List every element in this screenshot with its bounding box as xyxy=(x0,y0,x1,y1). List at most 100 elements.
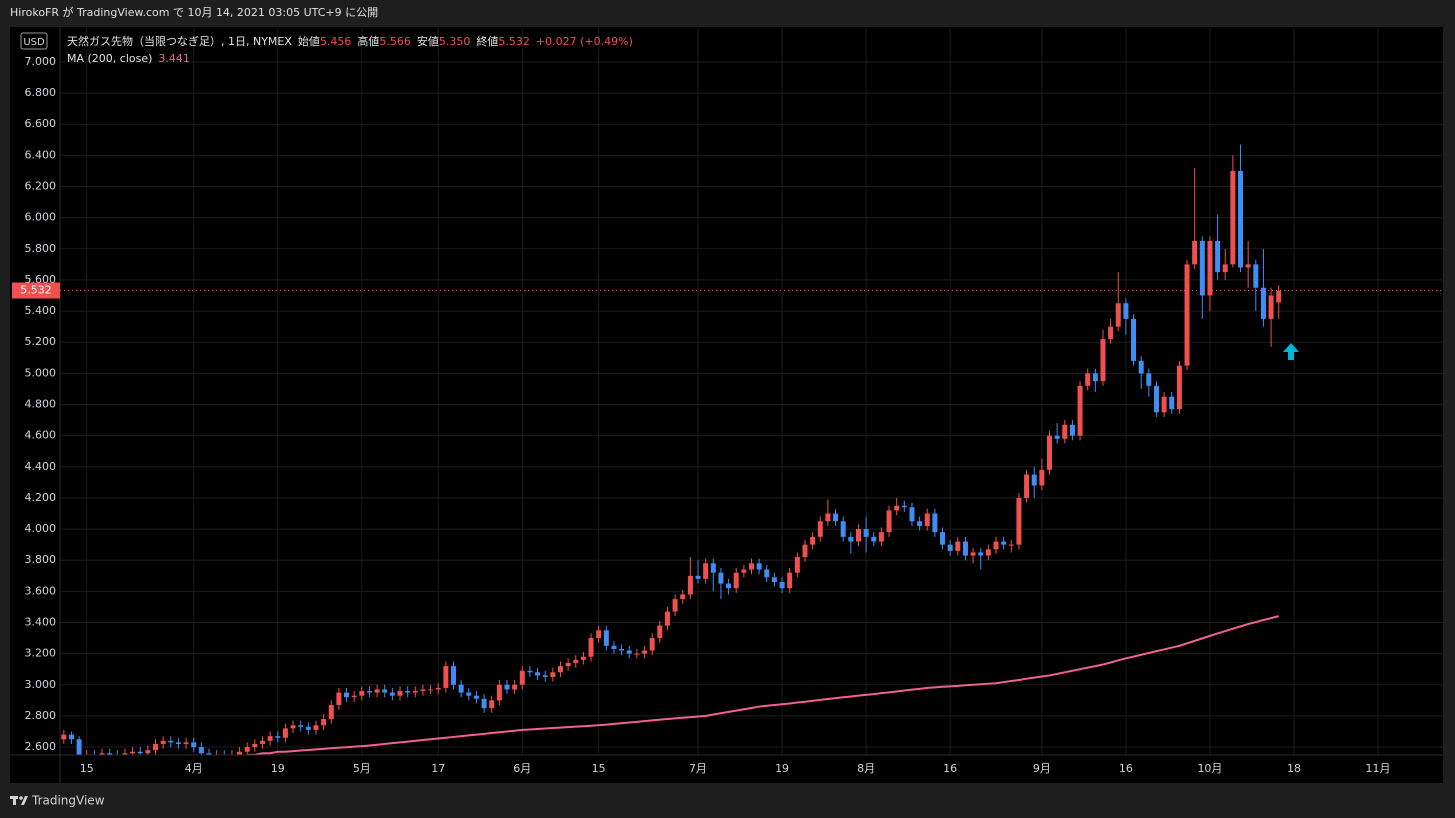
candle-body xyxy=(1024,474,1030,498)
candle-body xyxy=(749,563,754,570)
candle-body xyxy=(580,656,586,660)
candle-body xyxy=(305,726,311,730)
candle-body xyxy=(855,529,861,542)
candle-body xyxy=(519,670,525,685)
candle-body xyxy=(833,513,839,522)
x-tick-label: 19 xyxy=(775,762,789,775)
candle-body xyxy=(76,739,82,755)
candle-body xyxy=(198,747,204,754)
x-tick-label: 16 xyxy=(943,762,957,775)
candle-body xyxy=(1199,241,1205,296)
candle-body xyxy=(1062,424,1068,439)
candle-body xyxy=(863,529,869,537)
ma-line xyxy=(247,615,1279,755)
candle-body xyxy=(412,691,418,693)
candle-body xyxy=(237,751,243,755)
candle-body xyxy=(1253,264,1259,288)
candle-body xyxy=(993,541,999,550)
candle-body xyxy=(626,650,632,654)
candle-body xyxy=(901,505,907,508)
x-tick-label: 10月 xyxy=(1197,762,1222,775)
candle-body xyxy=(504,684,510,690)
y-tick-label: 4.600 xyxy=(25,429,57,442)
candle-body xyxy=(1100,339,1106,382)
candle-body xyxy=(1031,474,1037,486)
candle-body xyxy=(1192,241,1198,265)
x-tick-label: 16 xyxy=(1119,762,1133,775)
candle-body xyxy=(611,645,617,649)
candle-body xyxy=(428,689,434,691)
candle-body xyxy=(397,691,403,696)
candle-body xyxy=(443,666,449,688)
low-name: 安値 xyxy=(417,34,439,48)
candle-body xyxy=(718,572,724,584)
candle-body xyxy=(206,753,212,755)
candle-body xyxy=(657,625,663,639)
candle-body xyxy=(642,650,648,654)
candle-body xyxy=(1069,424,1075,436)
candle-body xyxy=(1108,326,1114,340)
currency-box xyxy=(20,32,48,50)
currency-label: USD xyxy=(23,37,45,48)
candle-body xyxy=(978,552,984,556)
candle-body xyxy=(420,689,426,692)
candle-body xyxy=(527,670,533,673)
ma-legend: MA (200, close) 3.441 xyxy=(67,52,190,65)
candle-body xyxy=(1230,170,1236,265)
x-tick-label: 19 xyxy=(271,762,285,775)
candle-body xyxy=(535,672,541,676)
candle-body xyxy=(137,751,143,754)
candle-body xyxy=(947,544,953,551)
candle-body xyxy=(458,684,464,693)
close-name: 終値 xyxy=(476,34,498,48)
brand-logo xyxy=(10,796,28,805)
candle-body xyxy=(894,505,900,511)
candle-body xyxy=(917,521,923,526)
candle-body xyxy=(1016,497,1022,545)
x-tick-label: 11月 xyxy=(1366,762,1391,775)
candle-body xyxy=(1260,287,1266,319)
candle-body xyxy=(1161,396,1167,413)
candle-body xyxy=(1169,396,1175,410)
y-tick-label: 5.000 xyxy=(25,366,57,379)
candle-body xyxy=(122,753,128,755)
y-tick-label: 6.000 xyxy=(25,211,57,224)
x-tick-label: 17 xyxy=(431,762,445,775)
y-tick-label: 3.000 xyxy=(25,678,57,691)
candle-body xyxy=(695,575,701,579)
candle-body xyxy=(1001,541,1007,545)
candle-body xyxy=(550,672,556,677)
candle-body xyxy=(1184,264,1190,366)
candle-body xyxy=(1085,373,1091,386)
candle-body xyxy=(1238,170,1244,268)
candle-body xyxy=(756,563,762,570)
candle-body xyxy=(878,532,884,542)
candle-body xyxy=(985,549,991,556)
y-tick-label: 2.800 xyxy=(25,709,57,722)
candle-body xyxy=(1077,385,1083,436)
candle-body xyxy=(1176,365,1182,410)
y-tick-label: 6.800 xyxy=(25,86,57,99)
candle-body xyxy=(244,747,250,752)
candle-body xyxy=(107,753,113,755)
candle-body xyxy=(924,513,930,526)
candle-body xyxy=(382,689,388,693)
x-tick-label: 8月 xyxy=(857,762,875,775)
change-value: +0.027 (+0.49%) xyxy=(536,35,633,48)
candle-body xyxy=(1138,360,1144,374)
candle-body xyxy=(344,692,350,698)
x-tick-label: 18 xyxy=(1287,762,1301,775)
candle-body xyxy=(496,684,502,701)
candle-body xyxy=(703,563,709,579)
candle-body xyxy=(191,742,197,748)
candle-body xyxy=(1245,264,1251,268)
candle-body xyxy=(1008,544,1014,546)
candle-body xyxy=(848,536,854,542)
y-tick-label: 4.000 xyxy=(25,522,57,535)
y-tick-label: 4.400 xyxy=(25,460,57,473)
candle-body xyxy=(175,742,181,744)
candle-body xyxy=(1115,303,1121,327)
open-value: 5.456 xyxy=(320,35,352,48)
candle-body xyxy=(962,541,968,556)
